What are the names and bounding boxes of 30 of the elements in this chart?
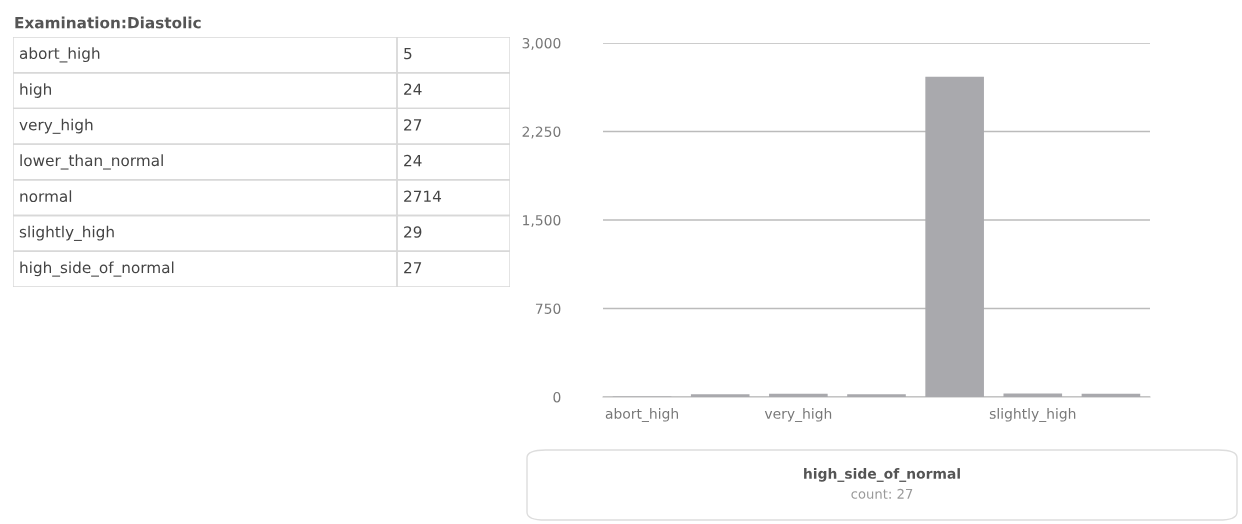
- text: high_side_of_normal: [20, 261, 174, 277]
- text: Examination:Diastolic: [15, 16, 201, 29]
- y-tick-label: 750: [535, 303, 561, 314]
- y-tick-label: 3,000: [522, 37, 561, 50]
- text: high: [20, 83, 52, 98]
- text: 29: [404, 226, 422, 238]
- text: lower_than_normal: [20, 154, 163, 170]
- bar: [1081, 393, 1141, 397]
- text: high_side_of_normal: [804, 468, 960, 482]
- text: abort_high: [19, 47, 100, 63]
- text: 27: [404, 261, 422, 274]
- bar: [690, 394, 750, 397]
- bar: [769, 393, 828, 397]
- y-tick-label: 1,500: [523, 214, 561, 227]
- text: normal: [20, 190, 72, 203]
- text: 2714: [404, 190, 442, 202]
- text: count: 27: [851, 488, 913, 499]
- x-tick-label: slightly_high: [989, 408, 1076, 422]
- text: slightly_high: [19, 225, 114, 241]
- text: 27: [404, 119, 422, 131]
- text: 5: [404, 47, 412, 60]
- bar: [847, 394, 906, 397]
- y-tick-label: 0: [553, 391, 561, 403]
- y-tick-label: 2,250: [522, 126, 561, 139]
- text: 24: [404, 83, 422, 95]
- text: very_high: [19, 118, 93, 134]
- x-tick-label: abort_high: [605, 408, 678, 422]
- text: 24: [404, 154, 422, 167]
- x-tick-label: very_high: [764, 408, 832, 422]
- bar: [925, 76, 984, 397]
